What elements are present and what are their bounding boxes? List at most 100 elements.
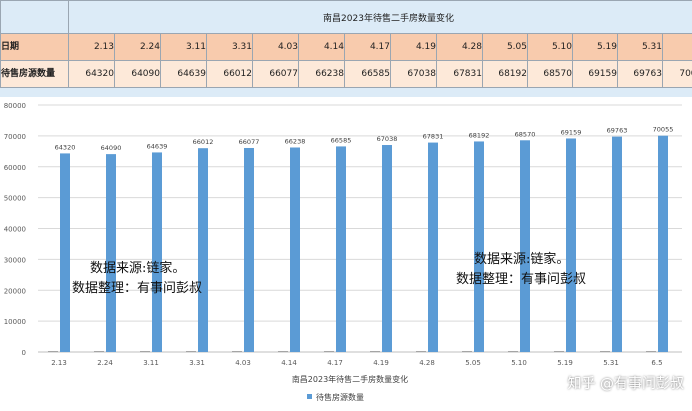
bar-value-label: 66238 <box>285 137 306 145</box>
x-tick-label: 5.19 <box>557 359 573 367</box>
date-cell[interactable]: 4.28 <box>436 33 483 61</box>
bar[interactable] <box>382 145 392 352</box>
count-cell[interactable]: 67038 <box>390 60 437 88</box>
bar[interactable] <box>290 147 300 352</box>
watermark-right: 数据来源:链家。 数据整理：有事问彭叔 <box>456 250 586 290</box>
watermark-left: 数据来源:链家。 数据整理：有事问彭叔 <box>72 259 202 299</box>
baseline-stub <box>186 351 196 352</box>
baseline-stub <box>462 351 472 352</box>
baseline-stub <box>140 351 150 352</box>
watermark-source-line: 数据来源:链家。 <box>474 252 570 267</box>
y-tick-label: 50000 <box>4 195 26 203</box>
x-tick-label: 2.13 <box>51 359 67 367</box>
count-cell[interactable]: 68192 <box>482 60 528 88</box>
bar-value-label: 69159 <box>561 128 582 136</box>
bar-value-label: 66585 <box>331 136 352 144</box>
date-cell[interactable]: 5.31 <box>617 33 663 61</box>
count-row: 待售房源数量 64320 64090 64639 66012 66077 66238 665… <box>0 60 692 88</box>
x-tick-label: 4.28 <box>419 359 435 367</box>
y-tick-label: 30000 <box>4 256 26 264</box>
baseline-stub <box>48 351 58 352</box>
count-cell[interactable]: 66077 <box>252 60 299 88</box>
count-cell[interactable]: 70055 <box>662 60 692 88</box>
bar-value-label: 67038 <box>377 135 398 143</box>
baseline-stub <box>554 351 564 352</box>
bar[interactable] <box>428 142 438 352</box>
y-tick-label: 60000 <box>4 164 26 172</box>
bar[interactable] <box>566 138 576 352</box>
y-tick-label: 20000 <box>4 287 26 295</box>
y-tick-label: 70000 <box>4 133 26 141</box>
date-cell[interactable]: 2.13 <box>68 33 115 61</box>
bar[interactable] <box>658 135 668 352</box>
count-cell[interactable]: 66585 <box>344 60 391 88</box>
bar[interactable] <box>520 140 530 352</box>
baseline-stub <box>600 351 610 352</box>
count-row-header[interactable]: 待售房源数量 <box>0 60 69 88</box>
y-tick-label: 80000 <box>4 102 26 110</box>
x-tick-label: 4.19 <box>373 359 389 367</box>
watermark-author-line: 数据整理：有事问彭叔 <box>456 272 587 287</box>
date-cell[interactable]: 6.5 <box>662 33 692 61</box>
bar[interactable] <box>106 154 116 352</box>
date-cell[interactable]: 5.10 <box>527 33 573 61</box>
count-cell[interactable]: 64320 <box>68 60 115 88</box>
site-tag: 知乎 @有事问彭叔 <box>567 376 684 392</box>
bar-value-label: 64090 <box>101 144 122 152</box>
date-cell[interactable]: 4.03 <box>252 33 299 61</box>
baseline-stub <box>416 351 426 352</box>
bar[interactable] <box>60 153 70 352</box>
title-left-cell[interactable] <box>0 0 69 34</box>
bar[interactable] <box>152 152 162 352</box>
count-cell[interactable]: 64639 <box>160 60 207 88</box>
watermark-author-line: 数据整理：有事问彭叔 <box>72 281 203 296</box>
baseline-stub <box>232 351 242 352</box>
baseline-stub <box>278 351 288 352</box>
bar[interactable] <box>474 141 484 352</box>
date-row: 日期 2.13 2.24 3.11 3.31 4.03 4.14 4.17 4.19 4.28 5… <box>0 33 692 61</box>
date-cell[interactable]: 2.24 <box>114 33 161 61</box>
bar-value-label: 67831 <box>423 133 444 141</box>
date-cell[interactable]: 3.31 <box>206 33 253 61</box>
bar[interactable] <box>336 146 346 352</box>
y-tick-label: 10000 <box>4 318 26 326</box>
count-cell[interactable]: 69763 <box>617 60 663 88</box>
date-cell[interactable]: 5.19 <box>572 33 618 61</box>
date-cell[interactable]: 5.05 <box>482 33 528 61</box>
date-cell[interactable]: 3.11 <box>160 33 207 61</box>
bar-chart[interactable]: 0 10000 20000 30000 40000 50000 60000 70000 8000… <box>0 97 692 411</box>
date-row-header[interactable]: 日期 <box>0 33 69 61</box>
x-tick-label: 2.24 <box>97 359 113 367</box>
count-cell[interactable]: 66012 <box>206 60 253 88</box>
bar-value-label: 66077 <box>239 138 260 146</box>
x-tick-label: 3.31 <box>189 359 205 367</box>
baseline-stub <box>646 351 656 352</box>
date-cell[interactable]: 4.14 <box>298 33 345 61</box>
count-cell[interactable]: 67831 <box>436 60 483 88</box>
x-tick-label: 4.14 <box>281 359 297 367</box>
x-tick-label: 6.5 <box>651 359 662 367</box>
x-tick-label: 4.03 <box>235 359 251 367</box>
baseline-stub <box>508 351 518 352</box>
count-cell[interactable]: 68570 <box>527 60 573 88</box>
count-cell[interactable]: 64090 <box>114 60 161 88</box>
bar-value-label: 66012 <box>193 138 214 146</box>
date-cell[interactable]: 4.17 <box>344 33 391 61</box>
x-tick-label: 3.11 <box>143 359 159 367</box>
baseline-stub <box>324 351 334 352</box>
bar-value-label: 69763 <box>607 127 628 135</box>
count-cell[interactable]: 69159 <box>572 60 618 88</box>
watermark-source-line: 数据来源:链家。 <box>90 261 186 276</box>
bar[interactable] <box>612 136 622 352</box>
bar[interactable] <box>244 147 254 352</box>
table-title[interactable]: 南昌2023年待售二手房数量变化 <box>68 0 692 34</box>
bar[interactable] <box>198 148 208 352</box>
date-cell[interactable]: 4.19 <box>390 33 437 61</box>
baseline-stub <box>370 351 380 352</box>
x-tick-label: 4.17 <box>327 359 343 367</box>
baseline-stub <box>94 351 104 352</box>
count-cell[interactable]: 66238 <box>298 60 345 88</box>
bar-value-label: 68570 <box>515 130 536 138</box>
x-tick-label: 5.10 <box>511 359 527 367</box>
x-tick-label: 5.31 <box>603 359 619 367</box>
